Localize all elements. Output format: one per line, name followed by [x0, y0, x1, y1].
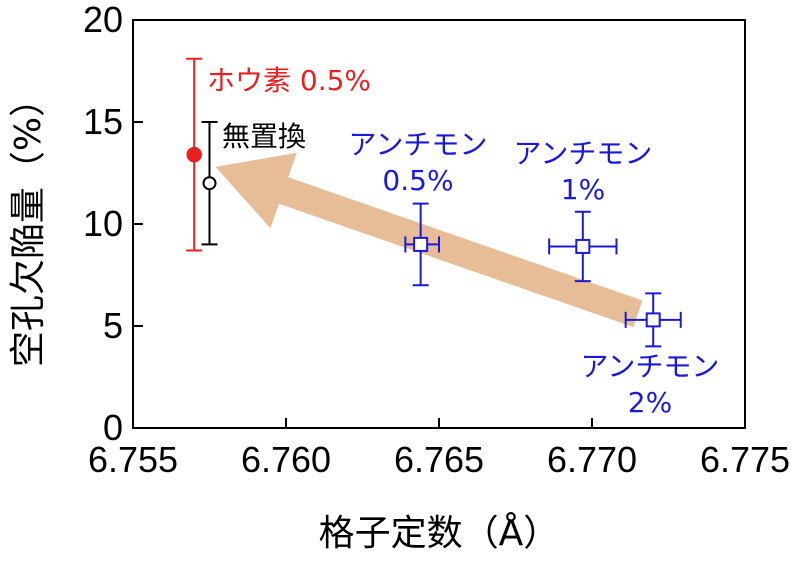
x-axis-title: 格子定数（Å）: [319, 511, 560, 554]
x-tick-label: 6.770: [547, 439, 637, 480]
data-series: [186, 57, 682, 348]
y-tick-label: 20: [83, 0, 123, 40]
label-antimony-05-value: 0.5%: [382, 164, 453, 197]
x-tick-label: 6.765: [394, 439, 484, 480]
data-point: [202, 176, 217, 191]
data-point: [413, 236, 429, 252]
series-4: [624, 292, 682, 348]
x-tick-label: 6.755: [88, 439, 178, 480]
y-tick-label: 5: [103, 305, 123, 346]
label-antimony-05: アンチモン: [349, 128, 488, 161]
label-undoped: 無置換: [222, 120, 306, 153]
series-2: [404, 202, 440, 287]
x-tick-label: 6.760: [241, 439, 331, 480]
series-3: [548, 210, 618, 283]
data-point: [645, 312, 661, 328]
trend-arrow-shape: [215, 152, 643, 327]
axis-ticks: 6.755 6.760 6.765 6.770 6.775 0 5 10 15 20: [83, 0, 790, 480]
y-tick-label: 15: [83, 101, 123, 142]
trend-arrow: [215, 152, 643, 327]
label-boron: ホウ素 0.5%: [207, 64, 371, 97]
data-point: [575, 238, 591, 254]
series-0: [186, 57, 203, 252]
x-tick-label: 6.775: [700, 439, 790, 480]
label-antimony-1: アンチモン: [514, 137, 653, 170]
y-axis-title: 空孔欠陥量（%）: [8, 81, 49, 367]
y-tick-label: 10: [83, 203, 123, 244]
series-1: [201, 121, 218, 246]
label-antimony-2: アンチモン: [581, 350, 720, 383]
label-antimony-2-value: 2%: [628, 386, 672, 419]
y-tick-label: 0: [103, 407, 123, 448]
label-antimony-1-value: 1%: [561, 173, 605, 206]
data-point: [186, 146, 202, 163]
